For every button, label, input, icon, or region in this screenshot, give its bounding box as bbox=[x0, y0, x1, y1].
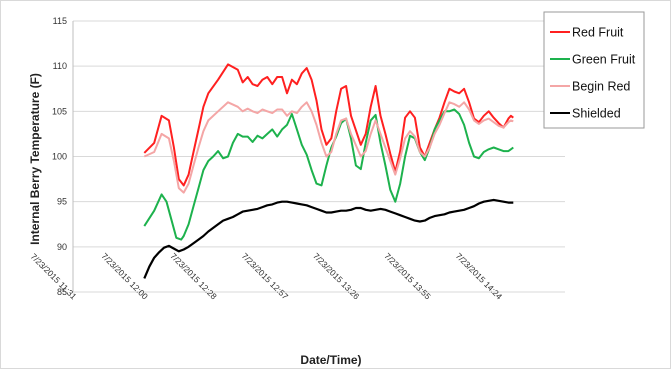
legend: Red Fruit Green Fruit Begin Red Shielded bbox=[543, 11, 645, 129]
legend-label: Shielded bbox=[572, 107, 621, 121]
series-line-green-fruit bbox=[143, 108, 514, 241]
series-line-begin-red bbox=[143, 101, 514, 194]
axes: 85 90 95 100 105 110 115 7/23/2015 11:31 7/23/20… bbox=[29, 16, 505, 302]
y-tick-label: 100 bbox=[52, 152, 67, 162]
y-tick-label: 90 bbox=[57, 242, 67, 252]
x-tick-label: 7/23/2015 12:28 bbox=[168, 251, 219, 302]
y-tick-label: 115 bbox=[53, 16, 67, 26]
x-tick-label: 7/23/2015 14:24 bbox=[454, 251, 505, 302]
x-tick-label: 7/23/2015 12:57 bbox=[240, 251, 291, 302]
x-tick-label: 7/23/2015 13:26 bbox=[311, 251, 362, 302]
y-tick-label: 85 bbox=[57, 287, 67, 297]
legend-box bbox=[543, 11, 645, 129]
legend-label: Green Fruit bbox=[572, 53, 636, 67]
series-line-shielded bbox=[143, 198, 514, 279]
y-axis-title: Internal Berry Temperature (F) bbox=[28, 73, 42, 245]
series-lines bbox=[143, 63, 514, 279]
y-tick-label: 95 bbox=[57, 197, 67, 207]
x-tick-label: 7/23/2015 11:31 bbox=[29, 251, 79, 301]
x-axis-title: Date/Time) bbox=[300, 353, 361, 367]
legend-label: Begin Red bbox=[572, 80, 630, 94]
y-tick-label: 110 bbox=[53, 61, 67, 71]
x-tick-label: 7/23/2015 13:55 bbox=[382, 251, 433, 302]
legend-label: Red Fruit bbox=[572, 26, 624, 40]
series-line-red-fruit bbox=[143, 63, 514, 187]
x-tick-label: 7/23/2015 12:00 bbox=[99, 251, 150, 302]
y-tick-label: 105 bbox=[52, 106, 67, 116]
